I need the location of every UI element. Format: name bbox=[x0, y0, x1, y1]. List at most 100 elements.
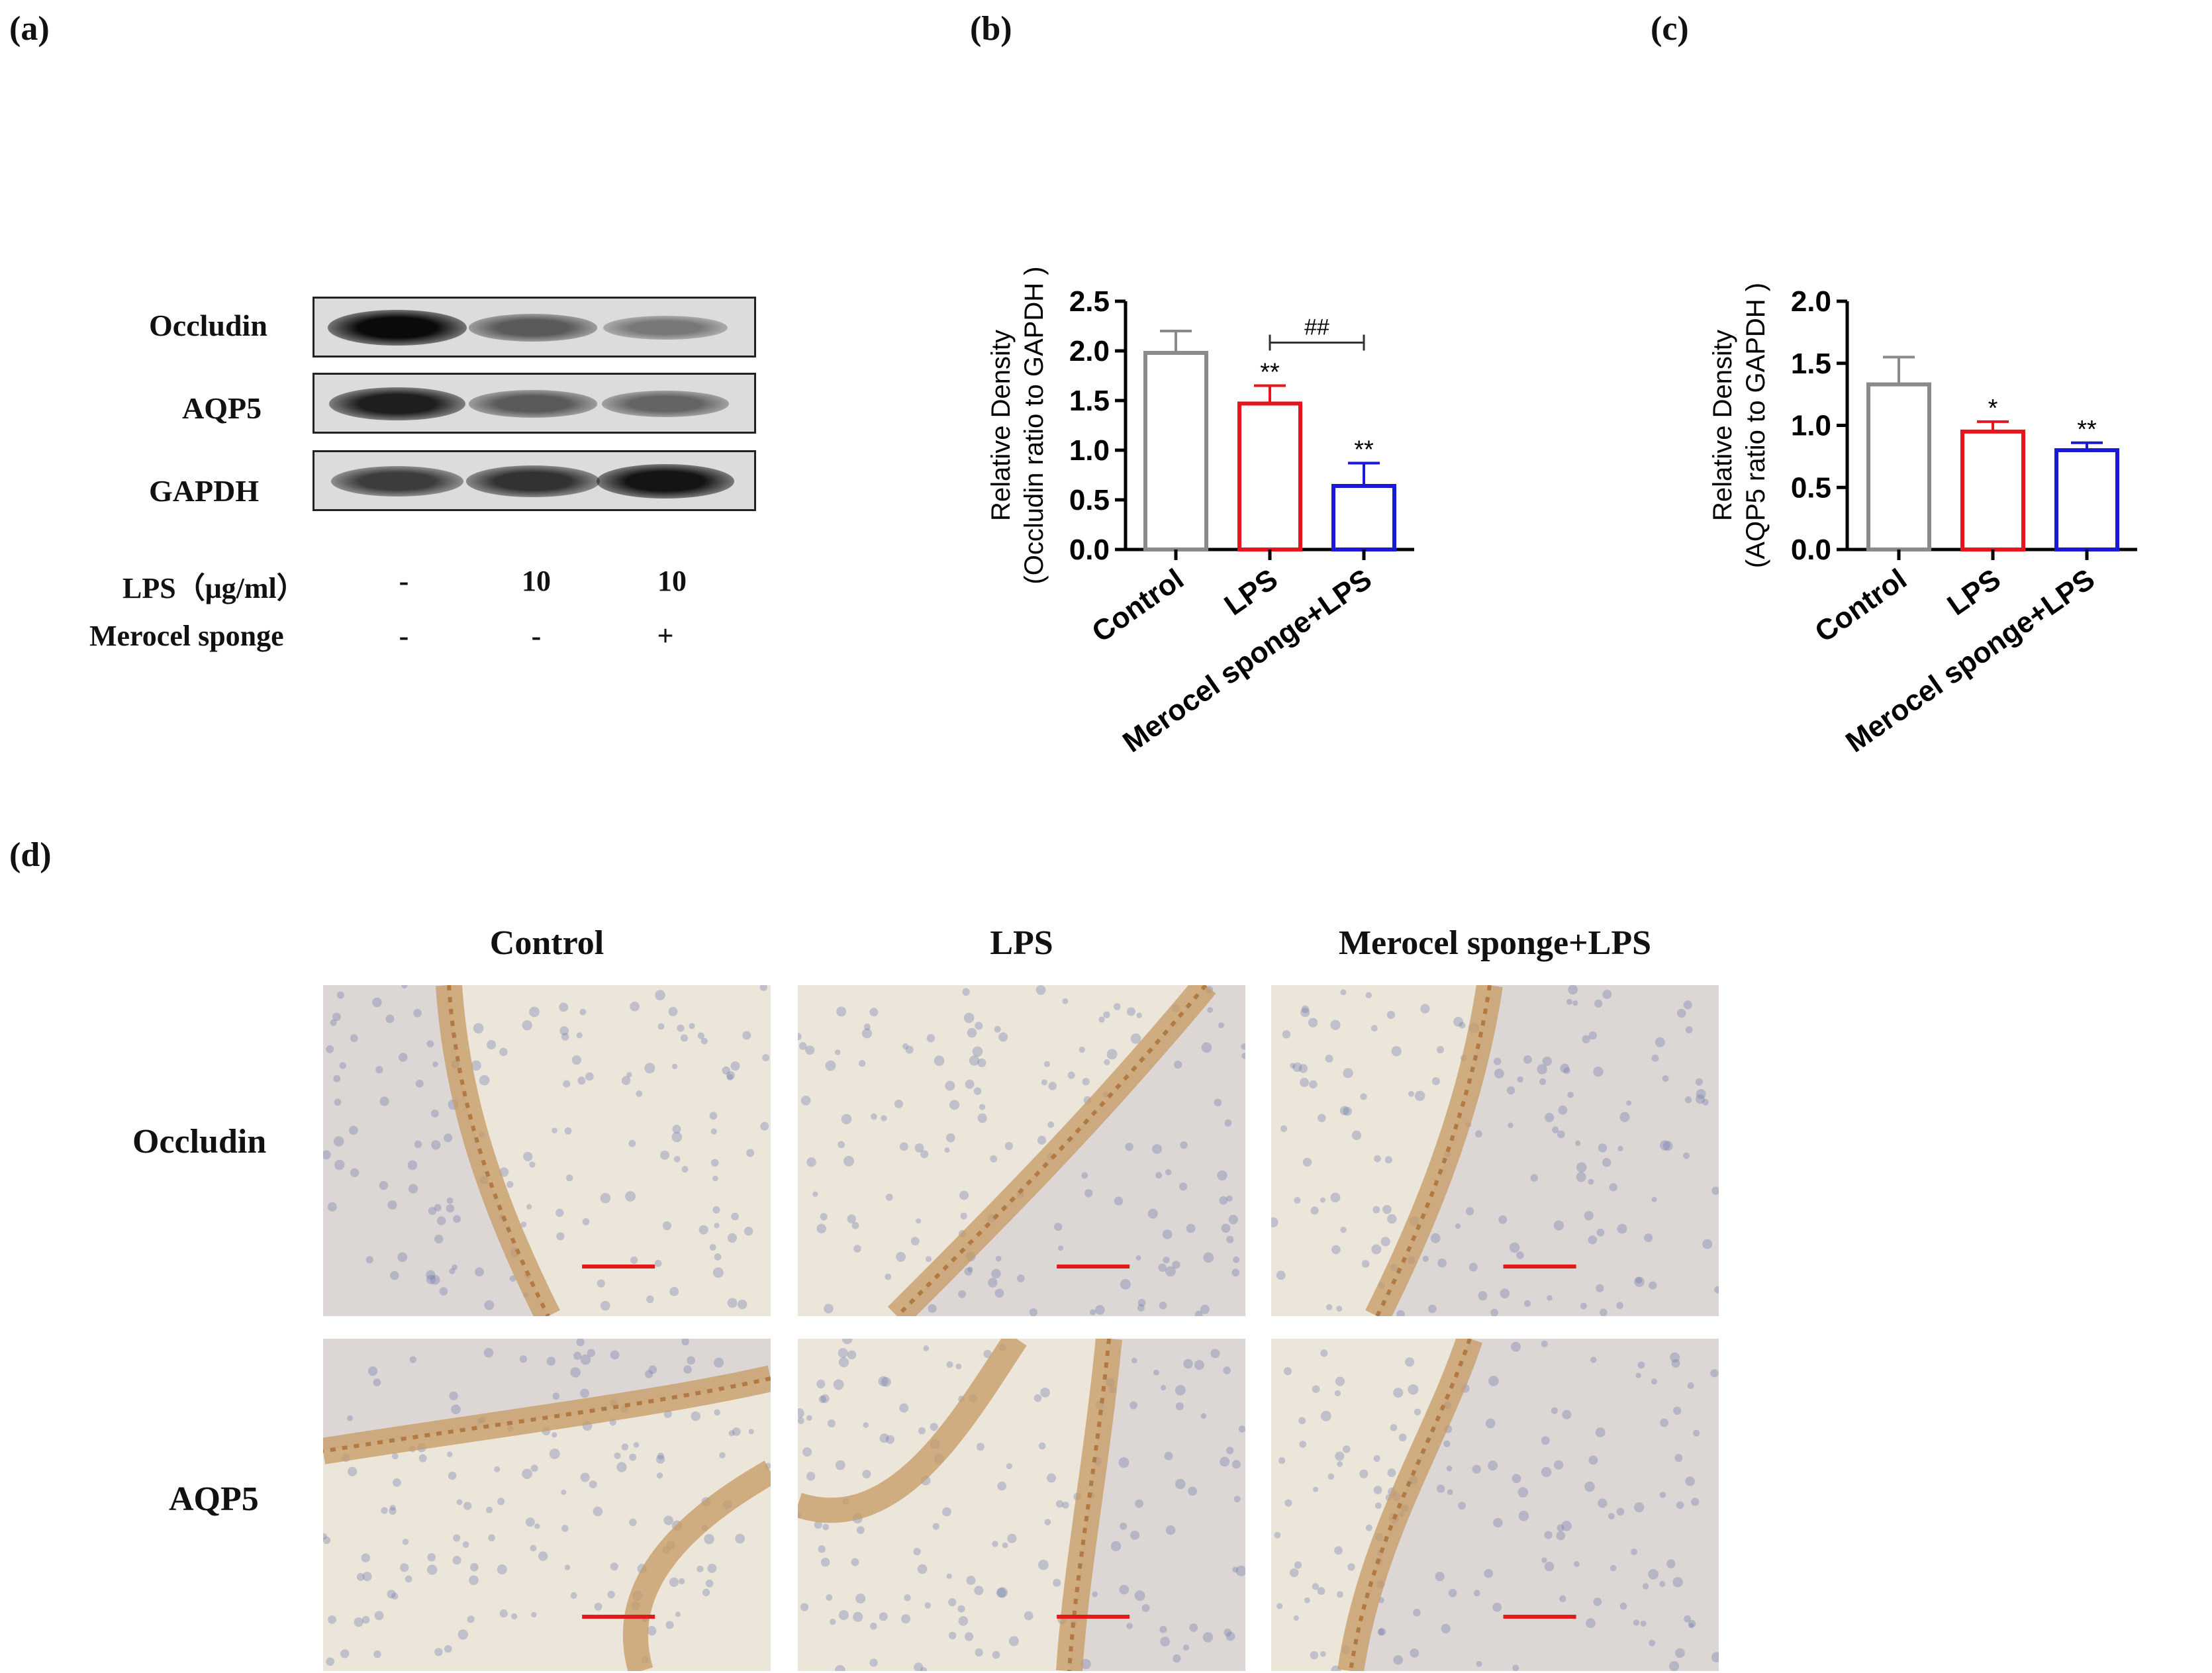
y-tick-label: 1.0 bbox=[1069, 434, 1110, 467]
ihc-cell bbox=[722, 1066, 730, 1075]
ihc-cell bbox=[1635, 1277, 1643, 1284]
ihc-cell bbox=[1672, 1577, 1683, 1588]
ihc-cell bbox=[1702, 1098, 1709, 1106]
ihc-column-control: Control bbox=[489, 924, 604, 962]
ihc-cell bbox=[1241, 1043, 1245, 1050]
ihc-cell bbox=[655, 990, 665, 1000]
ihc-cell bbox=[899, 1142, 908, 1151]
ihc-cell bbox=[391, 1453, 399, 1460]
ihc-cell bbox=[1590, 1357, 1597, 1363]
ihc-cell bbox=[760, 1122, 769, 1131]
ihc-cell bbox=[871, 1113, 877, 1120]
ihc-cell bbox=[1609, 1183, 1617, 1192]
ihc-cell bbox=[418, 1454, 427, 1462]
ihc-cell bbox=[1413, 1608, 1421, 1617]
blot-band bbox=[597, 463, 734, 499]
ihc-cell bbox=[1405, 1357, 1415, 1367]
ihc-cell bbox=[561, 1033, 569, 1041]
ihc-cell bbox=[1081, 1658, 1091, 1670]
ihc-cell bbox=[1552, 1126, 1559, 1133]
ihc-cell bbox=[349, 1125, 358, 1135]
ihc-cell bbox=[444, 1133, 453, 1143]
ihc-cell bbox=[387, 1200, 397, 1210]
ihc-cell bbox=[727, 1298, 738, 1308]
ihc-cell bbox=[628, 1139, 636, 1147]
ihc-cell bbox=[995, 1255, 1002, 1262]
ihc-cell bbox=[1301, 1005, 1310, 1014]
ihc-cell bbox=[1292, 1062, 1302, 1073]
ihc-cell bbox=[446, 1204, 455, 1213]
ihc-cell bbox=[1600, 1308, 1608, 1316]
ihc-cell bbox=[869, 1658, 878, 1667]
ihc-cell bbox=[1214, 1098, 1222, 1107]
ihc-cell bbox=[838, 1141, 845, 1149]
ihc-cell bbox=[1685, 1476, 1695, 1486]
ihc-cell bbox=[580, 1472, 590, 1482]
ihc-cell bbox=[1183, 1359, 1193, 1369]
ihc-cell bbox=[920, 1667, 928, 1671]
ihc-cell bbox=[1047, 1121, 1055, 1128]
ihc-cell bbox=[1079, 1046, 1085, 1053]
ihc-cell bbox=[726, 1071, 736, 1080]
ihc-cell bbox=[1092, 1591, 1098, 1598]
ihc-cell bbox=[1684, 1096, 1692, 1104]
ihc-cell bbox=[1372, 1206, 1380, 1214]
ihc-cell bbox=[1318, 1114, 1326, 1122]
y-axis-label: Relative Density bbox=[1708, 330, 1737, 521]
ihc-cell bbox=[975, 1648, 983, 1657]
ihc-cell bbox=[820, 1557, 830, 1567]
ihc-cell bbox=[1309, 1080, 1318, 1089]
ihc-cell bbox=[1561, 1521, 1572, 1531]
ihc-cell bbox=[1688, 1619, 1696, 1628]
blot-band bbox=[331, 466, 463, 497]
ihc-cell bbox=[707, 1563, 717, 1573]
significance-label: ** bbox=[1354, 436, 1374, 464]
blot-label-occludin: Occludin bbox=[149, 309, 267, 342]
ihc-cell bbox=[530, 1464, 538, 1472]
y-tick-label: 0.0 bbox=[1791, 534, 1831, 566]
ihc-cell bbox=[616, 1462, 627, 1472]
ihc-cell bbox=[339, 1062, 346, 1069]
ihc-epithelium bbox=[887, 985, 1216, 1316]
ihc-cell bbox=[434, 1648, 443, 1656]
ihc-cell bbox=[1135, 1255, 1141, 1261]
ihc-cell bbox=[327, 1202, 337, 1212]
ihc-cell bbox=[1335, 1376, 1345, 1386]
ihc-cell bbox=[1343, 1106, 1353, 1116]
ihc-epithelium-detail bbox=[447, 985, 550, 1316]
ihc-cell bbox=[1446, 1465, 1453, 1472]
ihc-cell bbox=[944, 1147, 950, 1153]
ihc-cell bbox=[1278, 1457, 1286, 1464]
ihc-cell bbox=[744, 1226, 753, 1236]
ihc-cell bbox=[654, 1259, 662, 1267]
ihc-cell bbox=[798, 1408, 804, 1418]
ihc-cell bbox=[530, 1545, 537, 1552]
ihc-cell bbox=[1276, 1603, 1283, 1609]
ihc-cell bbox=[367, 1366, 378, 1376]
ihc-cell bbox=[1370, 1025, 1378, 1032]
ihc-cell bbox=[1141, 1603, 1150, 1612]
ihc-cell bbox=[1436, 1045, 1445, 1054]
ihc-cell bbox=[1396, 1310, 1405, 1316]
ihc-cell bbox=[636, 1090, 643, 1097]
ihc-cell bbox=[546, 1357, 556, 1366]
ihc-cell bbox=[1598, 1498, 1608, 1508]
ihc-cell bbox=[576, 1339, 585, 1347]
ihc-cell bbox=[1034, 1394, 1042, 1402]
ihc-cell bbox=[974, 1586, 984, 1596]
ihc-cell bbox=[957, 1605, 965, 1613]
significance-label: ** bbox=[1260, 359, 1280, 387]
ihc-cell bbox=[806, 1472, 816, 1481]
ihc-cell bbox=[853, 1611, 863, 1622]
blot-band bbox=[603, 315, 728, 340]
ihc-epithelium bbox=[622, 1460, 771, 1671]
condition-merocel-lane3: + bbox=[657, 620, 674, 652]
ihc-cell bbox=[1274, 1531, 1281, 1539]
ihc-cell bbox=[373, 1378, 381, 1387]
blot-band bbox=[466, 465, 600, 497]
ihc-cell bbox=[1081, 1172, 1088, 1179]
condition-label-lps: LPS（μg/ml） bbox=[122, 572, 306, 604]
ihc-cell bbox=[1067, 1071, 1075, 1079]
ihc-cell bbox=[1159, 1625, 1167, 1633]
ihc-cell bbox=[1158, 1263, 1167, 1272]
